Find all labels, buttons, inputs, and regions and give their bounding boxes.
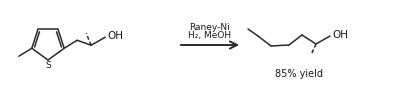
Text: 85% yield: 85% yield bbox=[275, 69, 323, 79]
Text: Raney-Ni: Raney-Ni bbox=[190, 23, 230, 32]
Text: S: S bbox=[45, 61, 51, 70]
Text: H₂, MeOH: H₂, MeOH bbox=[188, 31, 232, 40]
Text: OH: OH bbox=[107, 31, 123, 41]
Text: OH: OH bbox=[332, 30, 348, 40]
